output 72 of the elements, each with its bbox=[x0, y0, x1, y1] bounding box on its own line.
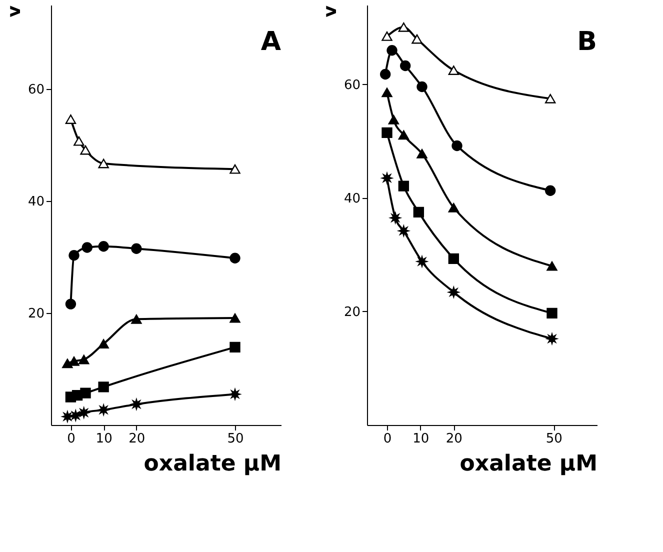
point bbox=[80, 145, 91, 155]
x-tick-label: 50 bbox=[227, 432, 244, 446]
y-tick-label: 40 bbox=[28, 194, 44, 210]
point bbox=[398, 226, 410, 236]
point bbox=[230, 388, 240, 400]
point bbox=[380, 68, 391, 80]
point bbox=[452, 140, 462, 152]
point bbox=[416, 148, 428, 158]
y-tick-label: 20 bbox=[28, 306, 44, 322]
point bbox=[400, 60, 411, 72]
x-tick-label: 0 bbox=[383, 432, 392, 446]
point bbox=[74, 136, 84, 146]
point bbox=[62, 411, 73, 422]
point bbox=[546, 333, 558, 344]
point bbox=[382, 127, 392, 138]
y-tick-label: 40 bbox=[344, 191, 360, 206]
point bbox=[398, 130, 410, 140]
point bbox=[78, 407, 90, 418]
text: A bbox=[260, 27, 281, 57]
point bbox=[412, 34, 422, 44]
x-tick-label: 10 bbox=[412, 432, 430, 446]
point bbox=[98, 241, 109, 252]
y-tick-label: 60 bbox=[28, 82, 44, 98]
point bbox=[78, 354, 90, 364]
point bbox=[98, 404, 109, 416]
point bbox=[230, 164, 240, 174]
point bbox=[80, 388, 91, 398]
point bbox=[131, 398, 142, 410]
point bbox=[98, 158, 109, 168]
point bbox=[398, 22, 410, 32]
point bbox=[416, 256, 428, 267]
point bbox=[413, 206, 424, 218]
x-tick-label: 50 bbox=[546, 432, 562, 446]
point bbox=[382, 172, 392, 184]
point bbox=[82, 242, 92, 253]
text: B bbox=[577, 27, 597, 57]
point bbox=[98, 339, 109, 349]
point bbox=[448, 286, 460, 298]
point bbox=[230, 252, 240, 264]
point bbox=[544, 94, 556, 104]
y-axis-title: v bbox=[4, 5, 25, 18]
point bbox=[546, 308, 558, 319]
point bbox=[398, 180, 410, 192]
x-axis-title: oxalate µM bbox=[460, 452, 598, 476]
point bbox=[382, 32, 392, 41]
point bbox=[70, 410, 81, 421]
point bbox=[388, 114, 400, 124]
y-tick-label: 60 bbox=[344, 78, 360, 93]
x-tick-label: 0 bbox=[67, 432, 76, 446]
x-tick-label: 20 bbox=[446, 432, 462, 446]
point bbox=[230, 313, 240, 323]
x-tick-label: 20 bbox=[128, 432, 146, 446]
point bbox=[68, 250, 80, 261]
x-tick-label: 10 bbox=[96, 432, 112, 446]
point bbox=[131, 314, 142, 324]
point bbox=[416, 81, 428, 92]
x-axis-title: oxalate µM bbox=[144, 452, 282, 476]
point bbox=[65, 298, 76, 310]
point bbox=[448, 202, 460, 212]
point bbox=[65, 114, 76, 124]
point bbox=[448, 253, 460, 264]
point bbox=[448, 66, 460, 75]
point bbox=[98, 382, 109, 392]
point bbox=[382, 88, 392, 98]
y-tick-label: 20 bbox=[344, 304, 360, 320]
point bbox=[386, 45, 398, 56]
y-axis-title: v bbox=[320, 5, 341, 18]
point bbox=[546, 261, 558, 271]
point bbox=[131, 243, 142, 254]
point bbox=[390, 212, 401, 224]
point bbox=[544, 185, 556, 196]
point bbox=[230, 342, 240, 353]
